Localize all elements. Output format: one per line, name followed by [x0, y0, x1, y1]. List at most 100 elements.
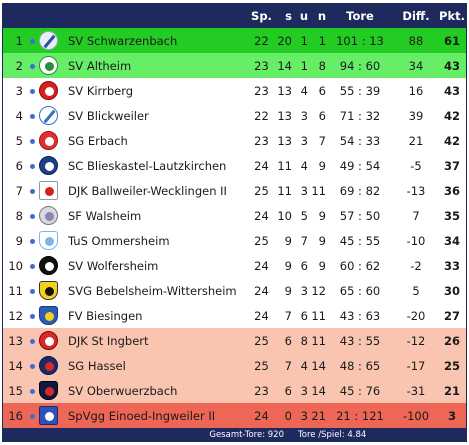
points: 30 [443, 283, 460, 298]
team-name[interactable]: SV Blickweiler [68, 108, 149, 123]
table-row[interactable]: 10 SV Wolfersheim 24 9 6 9 60 : 62 -2 33 [3, 253, 466, 278]
team-name[interactable]: SV Oberwuerzbach [68, 383, 178, 398]
losses: 6 [318, 83, 326, 98]
bullet-icon [29, 313, 35, 319]
bullet-icon [29, 238, 35, 244]
bullet-icon [29, 213, 35, 219]
header-draws[interactable]: u [299, 9, 308, 23]
bullet-icon [29, 413, 35, 419]
points: 33 [443, 258, 460, 273]
header-losses[interactable]: n [317, 9, 326, 23]
logo-cell [39, 253, 65, 278]
bullet-icon [29, 113, 35, 119]
points: 43 [443, 58, 460, 73]
table-row[interactable]: 16 SpVgg Einoed-Ingweiler II 24 0 3 21 2… [3, 403, 466, 428]
goals: 43 : 55 [339, 333, 381, 348]
table-row[interactable]: 1 SV Schwarzenbach 22 20 1 1 101 : 13 88… [3, 28, 466, 53]
team-name[interactable]: SV Schwarzenbach [68, 33, 178, 48]
team-name[interactable]: SF Walsheim [68, 208, 142, 223]
wins: 14 [277, 58, 292, 73]
games-played: 25 [254, 358, 269, 373]
header-points[interactable]: Pkt. [439, 9, 465, 23]
logo-cell [39, 278, 65, 303]
draws: 3 [300, 383, 308, 398]
wins: 6 [284, 383, 292, 398]
green-ring-crest-icon [39, 56, 58, 75]
losses: 9 [318, 258, 326, 273]
wins: 7 [284, 358, 292, 373]
team-name[interactable]: SG Hassel [68, 358, 126, 373]
team-name[interactable]: SV Altheim [68, 58, 132, 73]
table-row[interactable]: 12 FV Biesingen 24 7 6 11 43 : 63 -20 27 [3, 303, 466, 328]
wins: 6 [284, 333, 292, 348]
goal-difference: 34 [408, 58, 424, 73]
table-row[interactable]: 3 SV Kirrberg 23 13 4 6 55 : 39 16 43 [3, 78, 466, 103]
logo-cell [39, 228, 65, 253]
table-header-row: Sp. s u n Tore Diff. Pkt. [3, 4, 466, 28]
games-played: 24 [254, 208, 269, 223]
goal-difference: -31 [406, 383, 426, 398]
points: 26 [443, 333, 460, 348]
logo-cell [39, 378, 65, 403]
team-name[interactable]: TuS Ommersheim [68, 233, 170, 248]
team-name[interactable]: SC Blieskastel-Lautzkirchen [68, 158, 227, 173]
header-logo [39, 4, 65, 28]
header-goals[interactable]: Tore [346, 9, 374, 23]
team-name[interactable]: SG Erbach [68, 133, 128, 148]
games-played: 24 [254, 158, 269, 173]
goals: 55 : 39 [339, 83, 381, 98]
games-played: 24 [254, 283, 269, 298]
table-row[interactable]: 5 SG Erbach 23 13 3 7 54 : 33 21 42 [3, 128, 466, 153]
black-white-crest-icon [39, 256, 58, 275]
team-name[interactable]: SV Wolfersheim [68, 258, 159, 273]
league-table-widget: Sp. s u n Tore Diff. Pkt. 1 SV Schwarzen… [2, 3, 467, 442]
wins: 9 [284, 258, 292, 273]
table-row[interactable]: 11 SVG Bebelsheim-Wittersheim 24 9 3 12 … [3, 278, 466, 303]
draws: 6 [300, 258, 308, 273]
team-name[interactable]: SpVgg Einoed-Ingweiler II [68, 408, 216, 423]
points: 21 [443, 383, 460, 398]
table-row[interactable]: 13 DJK St Ingbert 25 6 8 11 43 : 55 -12 … [3, 328, 466, 353]
row-marker [25, 253, 39, 278]
table-row[interactable]: 9 TuS Ommersheim 25 9 7 9 45 : 55 -10 34 [3, 228, 466, 253]
red-flag-crest-icon [39, 181, 58, 200]
table-row[interactable]: 6 SC Blieskastel-Lautzkirchen 24 11 4 9 … [3, 153, 466, 178]
team-name[interactable]: DJK Ballweiler-Wecklingen II [68, 183, 227, 198]
row-marker [25, 203, 39, 228]
goal-difference: -12 [406, 333, 426, 348]
games-played: 23 [254, 383, 269, 398]
goal-difference: 88 [408, 33, 424, 48]
goal-difference: 39 [408, 108, 424, 123]
rank-cell: 6 [15, 158, 23, 173]
navy-red-crest-icon [39, 356, 58, 375]
goal-difference: -100 [402, 408, 430, 423]
header-wins[interactable]: s [285, 9, 292, 23]
rank-cell: 8 [15, 208, 23, 223]
row-marker [25, 78, 39, 103]
bullet-icon [29, 338, 35, 344]
table-row[interactable]: 14 SG Hassel 25 7 4 14 48 : 65 -17 25 [3, 353, 466, 378]
row-marker [25, 53, 39, 78]
table-row[interactable]: 2 SV Altheim 23 14 1 8 94 : 60 34 43 [3, 53, 466, 78]
table-row[interactable]: 7 DJK Ballweiler-Wecklingen II 25 11 3 1… [3, 178, 466, 203]
points: 37 [443, 158, 460, 173]
table-row[interactable]: 15 SV Oberwuerzbach 23 6 3 14 45 : 76 -3… [3, 378, 466, 403]
header-games[interactable]: Sp. [251, 9, 272, 23]
row-marker [25, 153, 39, 178]
wins: 0 [284, 408, 292, 423]
team-name[interactable]: SV Kirrberg [68, 83, 134, 98]
rank-cell: 4 [15, 108, 23, 123]
lightblue-v-crest-icon [39, 231, 58, 250]
games-played: 25 [254, 333, 269, 348]
team-name[interactable]: DJK St Ingbert [68, 333, 149, 348]
losses: 11 [311, 333, 326, 348]
bullet-icon [29, 163, 35, 169]
goal-difference: -10 [406, 233, 426, 248]
goal-difference: 5 [412, 283, 420, 298]
header-difference[interactable]: Diff. [402, 9, 430, 23]
team-name[interactable]: FV Biesingen [68, 308, 143, 323]
red-bird-crest-icon [39, 331, 58, 350]
table-row[interactable]: 8 SF Walsheim 24 10 5 9 57 : 50 7 35 [3, 203, 466, 228]
team-name[interactable]: SVG Bebelsheim-Wittersheim [68, 283, 237, 298]
table-row[interactable]: 4 SV Blickweiler 22 13 3 6 71 : 32 39 42 [3, 103, 466, 128]
